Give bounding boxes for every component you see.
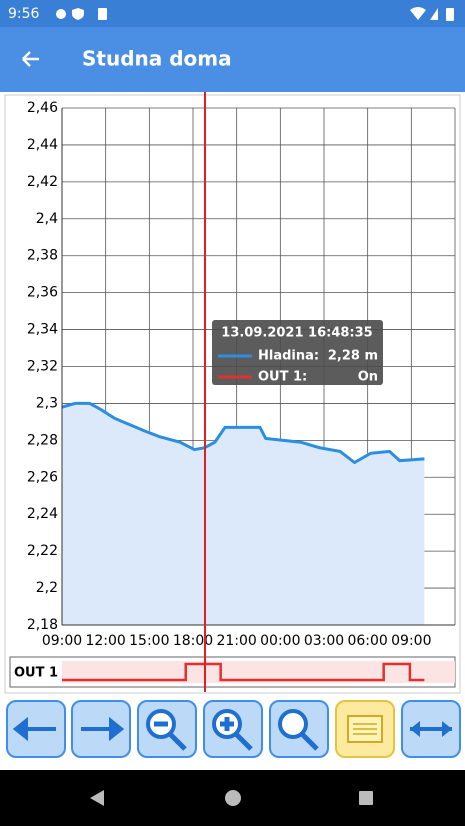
nav-home[interactable] xyxy=(225,790,241,806)
legend-button[interactable] xyxy=(335,700,395,758)
zoom-fit-button[interactable] xyxy=(269,700,329,758)
expand-button[interactable] xyxy=(401,700,461,758)
app-title: Studna doma xyxy=(82,47,232,71)
x-tick-label: 00:00 xyxy=(260,633,300,649)
tooltip-value: On xyxy=(358,370,378,385)
tooltip-label: Hladina: xyxy=(258,349,319,364)
tooltip-time: 13.09.2021 16:48:35 xyxy=(221,326,372,341)
scroll-left-button[interactable] xyxy=(6,700,66,758)
y-tick-label: 2,42 xyxy=(27,174,58,190)
tooltip-value: 2,28 m xyxy=(328,349,378,364)
y-tick-label: 2,18 xyxy=(27,617,58,633)
status-bar xyxy=(0,0,465,27)
x-tick-label: 09:00 xyxy=(42,633,82,649)
x-tick-label: 15:00 xyxy=(129,633,169,649)
tooltip-label: OUT 1: xyxy=(258,370,307,385)
zoom-out-button[interactable] xyxy=(137,700,197,758)
x-tick-label: 21:00 xyxy=(216,633,256,649)
tooltip xyxy=(212,320,383,385)
y-tick-label: 2,34 xyxy=(27,322,58,338)
out-chart xyxy=(62,661,455,683)
app-bar xyxy=(0,27,465,92)
nav-back[interactable] xyxy=(90,790,104,806)
status-icons xyxy=(56,7,454,21)
y-tick-label: 2,44 xyxy=(27,137,58,153)
y-tick-label: 2,3 xyxy=(36,395,58,411)
line xyxy=(61,401,425,465)
y-tick-label: 2,22 xyxy=(27,543,58,559)
y-tick-label: 2,28 xyxy=(27,432,58,448)
chart-frame xyxy=(4,94,461,694)
y-tick-label: 2,2 xyxy=(36,580,58,596)
y-tick-label: 2,4 xyxy=(36,211,58,227)
zoom-in-button[interactable] xyxy=(203,700,263,758)
status-time: 9:56 xyxy=(8,6,40,22)
line xyxy=(62,662,425,682)
y-tick-label: 2,38 xyxy=(27,248,58,264)
out-label: OUT 1 xyxy=(14,666,58,681)
scroll-right-button[interactable] xyxy=(71,700,131,758)
x-tick-label: 12:00 xyxy=(85,633,125,649)
x-tick-label: 03:00 xyxy=(304,633,344,649)
y-tick-label: 2,36 xyxy=(27,285,58,301)
nav-recents[interactable] xyxy=(359,791,373,805)
main-chart: 2,18 2,2 2,22 2,24 2,26 2,28 2,3 2,32 2,34 2,36 2,… xyxy=(27,100,456,649)
y-tick-label: 2,26 xyxy=(27,469,58,485)
x-tick-label: 18:00 xyxy=(173,633,213,649)
x-tick-label: 09:00 xyxy=(391,633,431,649)
back-button[interactable] xyxy=(22,51,39,67)
y-tick-label: 2,32 xyxy=(27,359,58,375)
y-tick-label: 2,46 xyxy=(27,100,58,116)
area xyxy=(62,403,425,625)
band xyxy=(62,661,455,683)
x-tick-label: 06:00 xyxy=(347,633,387,649)
y-tick-label: 2,24 xyxy=(27,506,58,522)
toolbar xyxy=(6,700,461,758)
